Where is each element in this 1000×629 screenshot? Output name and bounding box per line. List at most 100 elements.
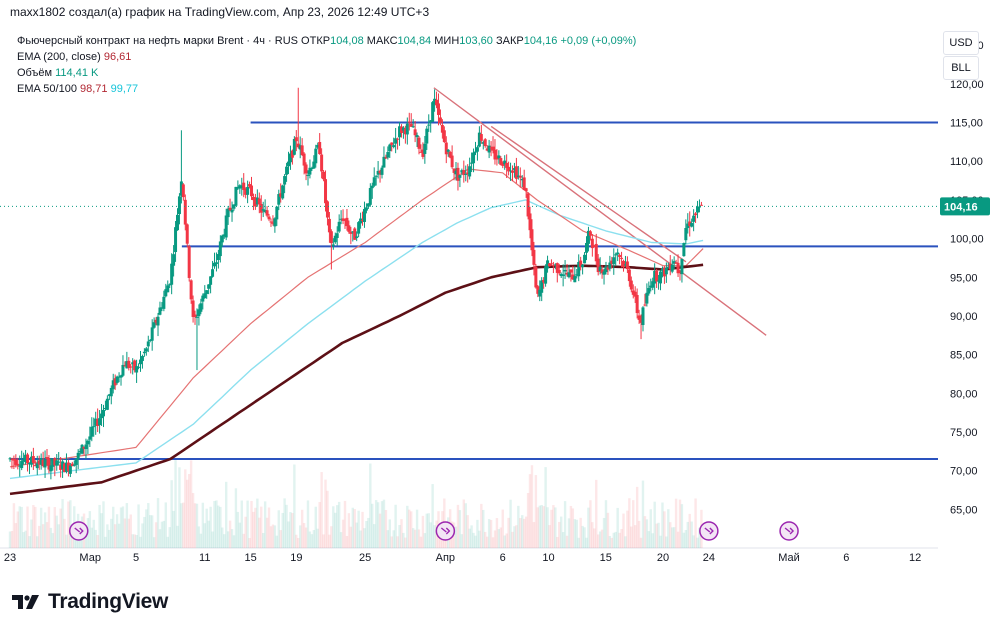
candle-body	[549, 263, 553, 265]
candle-body	[57, 461, 61, 463]
candle-body	[16, 463, 20, 465]
volume-bar	[546, 507, 549, 548]
unit-bll-button[interactable]: BLL	[943, 56, 979, 80]
volume-bar	[271, 524, 275, 548]
candle-body	[678, 270, 682, 273]
candle-body	[281, 185, 285, 199]
candle-body	[668, 263, 672, 270]
x-tick-label: 6	[500, 552, 506, 564]
candle-body	[536, 286, 540, 294]
candle-body	[347, 225, 351, 232]
volume-bar	[534, 475, 538, 548]
candle-body	[224, 215, 228, 238]
candle-body	[509, 170, 513, 172]
candle-body	[436, 103, 440, 115]
volume-bar	[659, 535, 662, 548]
candle-body	[464, 173, 468, 175]
currency-usd-button[interactable]: USD	[943, 31, 979, 55]
volume-bar	[466, 515, 469, 548]
candle-body	[659, 271, 663, 284]
volume-bar	[657, 522, 660, 548]
volume-bar	[487, 519, 491, 548]
volume-bar	[645, 519, 649, 548]
low-value: 103,60	[459, 35, 493, 47]
volume-bar	[172, 510, 175, 548]
volume-value: 114,41 K	[55, 67, 99, 79]
candle-body	[364, 207, 368, 211]
volume-bar	[94, 529, 97, 548]
volume-bar	[472, 532, 475, 548]
candle-body	[596, 258, 600, 273]
candle-body	[425, 128, 429, 144]
candle-body	[421, 149, 425, 157]
volume-bar	[149, 515, 152, 548]
candle-body	[51, 458, 55, 467]
volume-bar	[293, 464, 296, 548]
candle-body	[185, 224, 189, 244]
volume-bar	[224, 481, 228, 548]
volume-bar	[491, 537, 495, 548]
candle-body	[339, 218, 343, 220]
candle-body	[612, 257, 616, 265]
candle-body	[429, 120, 433, 123]
volume-bar	[357, 510, 360, 548]
volume-bar	[160, 521, 164, 548]
candle-body	[154, 319, 158, 323]
candle-body	[435, 99, 439, 106]
candle-body	[300, 145, 304, 155]
volume-bar	[635, 486, 639, 548]
candle-body	[458, 175, 462, 178]
volume-bar	[421, 515, 425, 548]
ema50-value: 98,71	[80, 83, 108, 95]
candle-body	[586, 230, 590, 244]
candle-body	[657, 280, 661, 282]
candle-body	[588, 231, 592, 236]
volume-bar	[347, 513, 351, 548]
volume-bar	[277, 510, 280, 548]
volume-bar	[187, 474, 191, 548]
volume-bar	[150, 515, 154, 548]
candle-body	[257, 198, 261, 205]
volume-bar	[49, 527, 53, 548]
candle-body	[162, 296, 166, 309]
candle-body	[680, 259, 684, 275]
price-axis-bg	[938, 0, 1000, 568]
volume-bar	[604, 500, 608, 548]
volume-bar	[661, 502, 664, 548]
candle-body	[306, 174, 310, 176]
ema200-legend[interactable]: EMA (200, close) 96,61	[17, 49, 131, 65]
candle-body	[129, 366, 133, 368]
volume-bar	[355, 522, 358, 548]
volume-bar	[306, 500, 310, 548]
candle-body	[105, 398, 109, 410]
volume-bar	[263, 501, 267, 548]
candle-body	[220, 235, 224, 243]
candle-body	[18, 465, 22, 467]
candle-body	[138, 359, 142, 365]
volume-bar	[398, 524, 401, 548]
candle-body	[660, 268, 664, 271]
candle-body	[372, 177, 376, 186]
candle-body	[608, 262, 612, 269]
volume-legend[interactable]: Объём 114,41 K	[17, 65, 98, 81]
candle-body	[325, 201, 329, 218]
volume-bar	[530, 465, 534, 548]
ema50-100-legend[interactable]: EMA 50/100 98,71 99,77	[17, 81, 138, 97]
volume-bar	[371, 503, 374, 548]
candle-body	[166, 285, 170, 293]
candle-body	[267, 216, 271, 220]
volume-bar	[602, 517, 606, 548]
x-tick-label: Май	[778, 552, 800, 564]
volume-bar	[688, 513, 691, 548]
candle-body	[33, 465, 37, 467]
candle-body	[213, 262, 217, 267]
volume-bar	[577, 537, 580, 548]
ema50-line	[9, 168, 704, 468]
volume-bar	[135, 535, 138, 548]
y-tick-label: 115,00	[950, 118, 983, 130]
candle-body	[442, 130, 446, 143]
candle-body	[368, 188, 372, 205]
candle-body	[140, 356, 144, 361]
event-icon	[68, 521, 89, 541]
